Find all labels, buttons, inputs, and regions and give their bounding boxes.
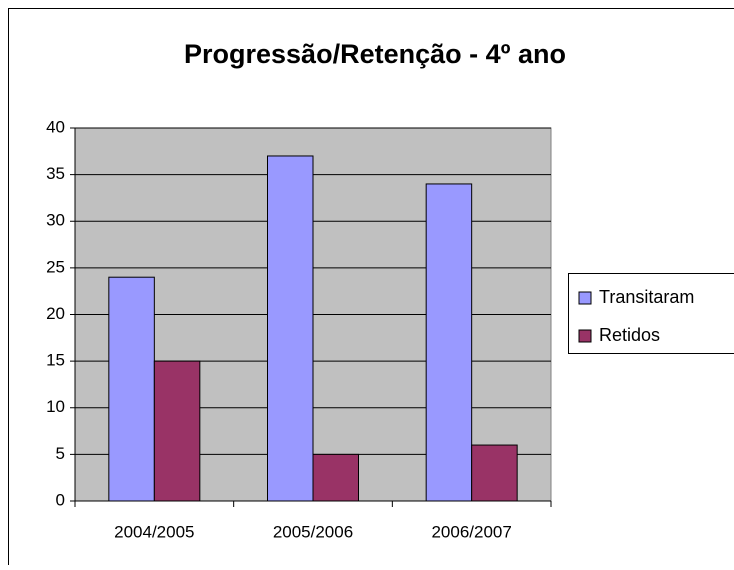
y-tick-label: 20	[46, 304, 65, 323]
y-tick-label: 40	[46, 117, 65, 136]
y-tick-label: 35	[46, 164, 65, 183]
bar	[313, 454, 359, 501]
legend-label: Transitaram	[599, 287, 694, 307]
legend-label: Retidos	[599, 325, 660, 345]
legend-swatch	[579, 292, 591, 304]
bar	[426, 184, 472, 501]
chart-title: Progressão/Retenção - 4º ano	[184, 39, 566, 69]
bar	[472, 445, 517, 501]
legend-swatch	[579, 330, 591, 342]
x-tick-label: 2005/2006	[273, 522, 353, 541]
y-tick-label: 25	[46, 257, 65, 276]
x-tick-label: 2006/2007	[431, 522, 511, 541]
bar	[154, 361, 200, 501]
x-tick-label: 2004/2005	[114, 522, 194, 541]
bar	[109, 277, 155, 501]
y-tick-label: 15	[46, 351, 65, 370]
y-tick-label: 30	[46, 211, 65, 230]
y-tick-label: 0	[56, 490, 65, 509]
bar	[268, 156, 314, 501]
y-tick-label: 5	[56, 444, 65, 463]
y-tick-label: 10	[46, 397, 65, 416]
